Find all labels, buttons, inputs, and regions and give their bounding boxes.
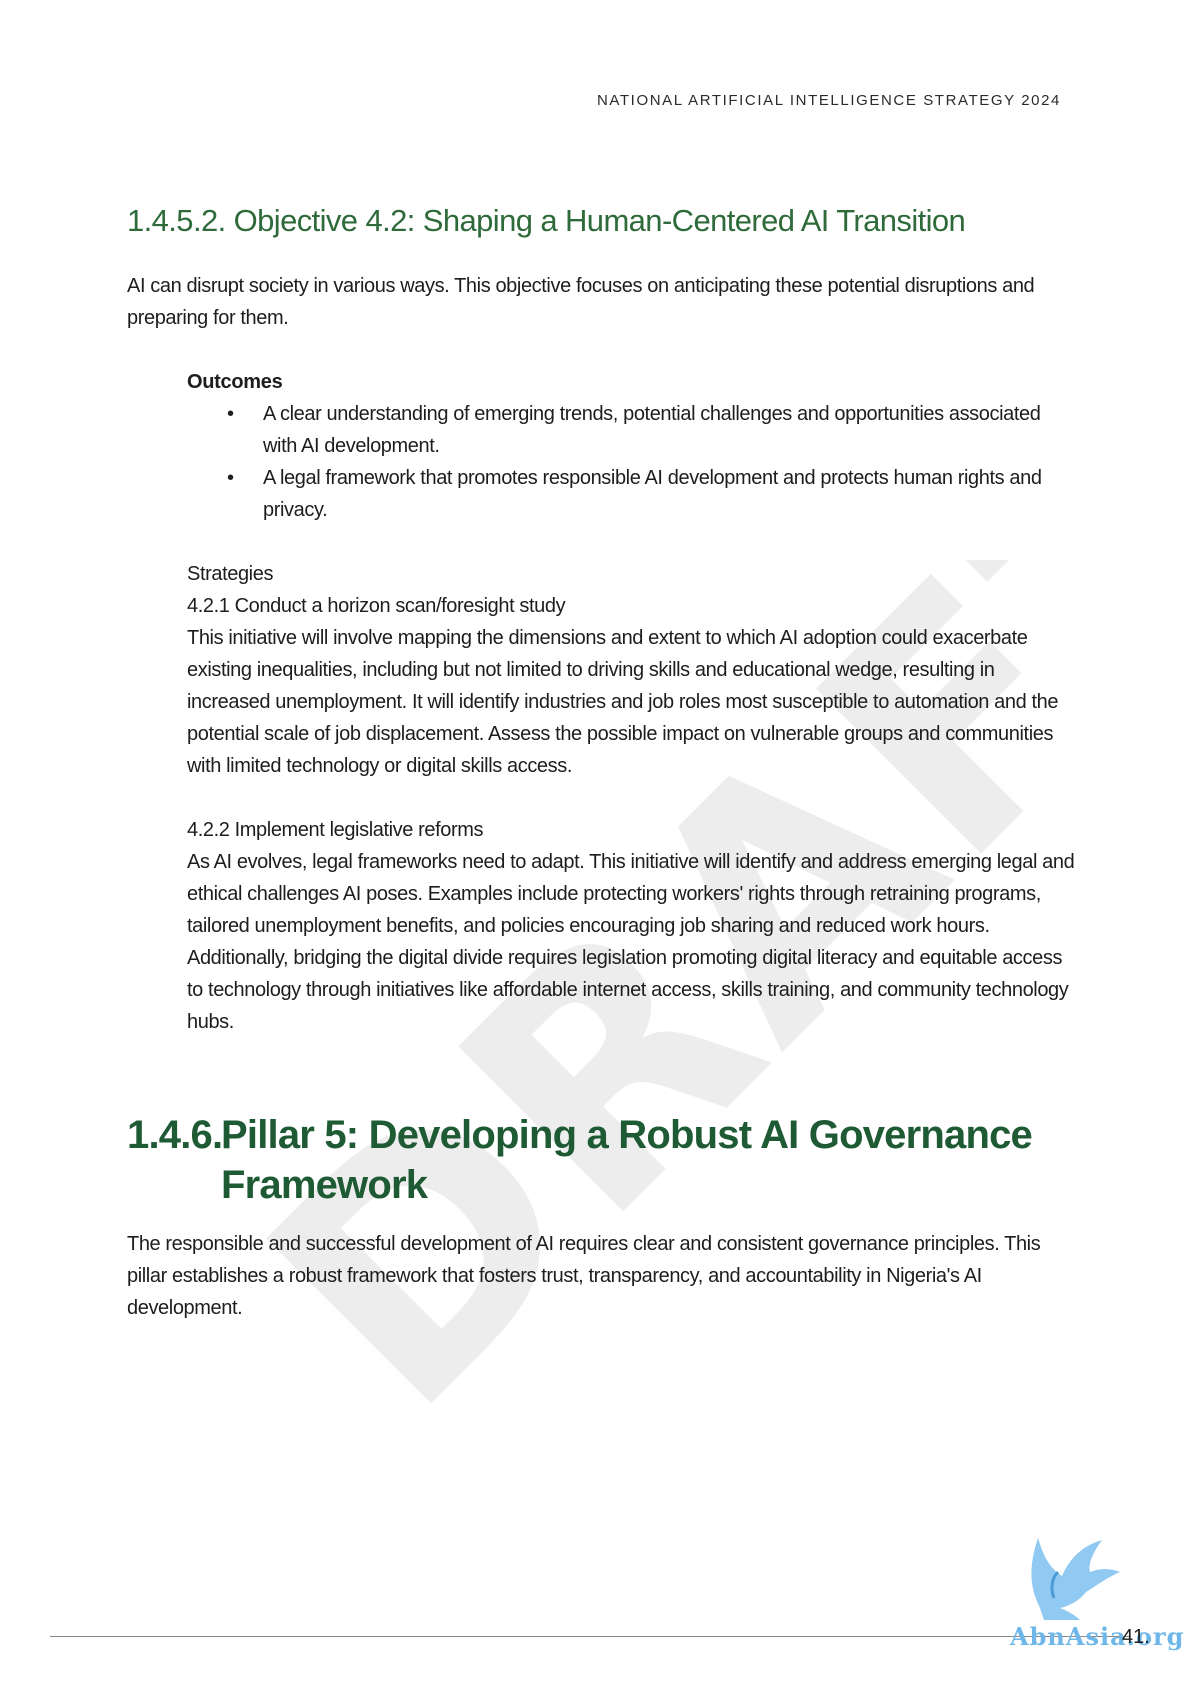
winged-bird-icon [1010,1528,1130,1623]
objective-heading: 1.4.5.2. Objective 4.2: Shaping a Human-… [127,203,965,239]
pillar-heading-number: 1.4.6. [127,1110,221,1160]
logo-text: AbnAsia.org [1010,1622,1184,1651]
pillar-heading-line1: Pillar 5: Developing a Robust AI Governa… [221,1113,1032,1157]
outcome-text: A clear understanding of emerging trends… [263,403,1040,457]
outcome-text: A legal framework that promotes responsi… [263,467,1042,521]
list-item: • A clear understanding of emerging tren… [187,398,1077,462]
strategy-422-title: 4.2.2 Implement legislative reforms [187,814,1077,846]
list-item: • A legal framework that promotes respon… [187,462,1077,526]
strategy-421-title: 4.2.1 Conduct a horizon scan/foresight s… [187,590,1077,622]
pillar-heading-line2: Framework [127,1160,1077,1210]
footer-divider [50,1636,1131,1637]
outcomes-title: Outcomes [187,366,1077,398]
running-header: NATIONAL ARTIFICIAL INTELLIGENCE STRATEG… [597,92,1061,109]
strategy-421-body: This initiative will involve mapping the… [187,622,1077,782]
strategies-title: Strategies [187,558,1077,590]
bullet-icon: • [227,462,234,494]
objective-intro: AI can disrupt society in various ways. … [127,270,1077,334]
strategies-block: Strategies 4.2.1 Conduct a horizon scan/… [187,558,1077,1038]
bullet-icon: • [227,398,234,430]
page-number: 41. [1122,1626,1150,1649]
outcomes-block: Outcomes • A clear understanding of emer… [187,366,1077,526]
pillar-intro: The responsible and successful developme… [127,1228,1077,1324]
outcomes-list: • A clear understanding of emerging tren… [187,398,1077,526]
pillar-heading: 1.4.6.Pillar 5: Developing a Robust AI G… [127,1110,1077,1210]
strategy-422-body: As AI evolves, legal frameworks need to … [187,846,1077,1038]
